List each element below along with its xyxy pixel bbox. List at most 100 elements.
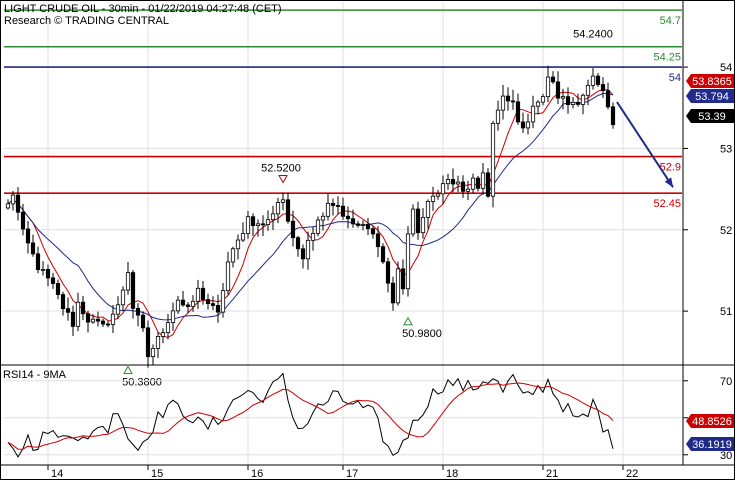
- candle-body: [200, 287, 206, 300]
- candle-body: [450, 179, 456, 185]
- candle-body: [205, 299, 211, 305]
- candle-body: [565, 96, 571, 105]
- candle-body: [255, 223, 261, 227]
- candle-body: [125, 272, 131, 291]
- price-tag-label: 53.39: [698, 111, 726, 123]
- candle-body: [385, 261, 391, 284]
- candle-body: [535, 101, 541, 107]
- candle-body: [435, 193, 441, 197]
- price-tags: 53.8365 53.794 53.39: [686, 74, 734, 123]
- candle-body: [170, 310, 176, 323]
- rsi-tag-label: 36.1919: [692, 439, 732, 451]
- candle-body: [270, 213, 276, 221]
- candle-body: [525, 121, 531, 129]
- chart-subtitle: Research © TRADING CENTRAL: [4, 15, 169, 27]
- candle-body: [75, 301, 81, 327]
- candle-body: [370, 228, 376, 235]
- candle-body: [210, 303, 216, 306]
- candle-body: [375, 233, 381, 248]
- candle-body: [25, 228, 31, 244]
- candle-body: [240, 233, 246, 241]
- price-tag-box: [686, 89, 734, 103]
- rsi-tags: 48.8526 36.1919: [686, 414, 734, 451]
- candle-body: [400, 268, 406, 290]
- candle-body: [265, 219, 271, 226]
- level-label: 52.45: [653, 198, 681, 210]
- candle-body: [425, 201, 431, 218]
- candle-body: [10, 194, 16, 205]
- candle-body: [420, 216, 426, 234]
- candle-body: [380, 246, 386, 263]
- rsi-tag-box: [686, 437, 734, 451]
- candle-body: [295, 237, 301, 250]
- candle-body: [495, 109, 501, 124]
- candle-body: [335, 205, 341, 207]
- candle-body: [305, 239, 311, 260]
- price-panel: 54.7 54.25 54 52.9 52.45 54.2400 52.5200 50.98…: [2, 2, 734, 464]
- time-tick-label: 22: [626, 468, 638, 480]
- candle-body: [360, 223, 366, 226]
- candle-body: [90, 318, 96, 323]
- candle-body: [505, 95, 511, 102]
- candles: [5, 65, 616, 368]
- candle-body: [475, 177, 481, 189]
- down-triangle-marker: [278, 174, 288, 184]
- rsi-tag-box: [686, 414, 734, 428]
- ma-slow-line: [7, 93, 614, 321]
- price-tag-label: 53.8365: [692, 76, 732, 88]
- rsi-ma-line: [7, 382, 614, 450]
- candle-body: [570, 101, 576, 105]
- candle-body: [430, 195, 436, 202]
- candle-body: [300, 248, 306, 260]
- candle-body: [340, 205, 346, 217]
- candle-body: [40, 269, 46, 271]
- candle-body: [50, 277, 56, 284]
- candle-body: [460, 181, 466, 192]
- candle-body: [215, 305, 221, 313]
- annotation-label: 54.2400: [573, 29, 613, 41]
- candle-body: [65, 308, 71, 313]
- price-axis: 54 53 52 51: [683, 62, 732, 318]
- rsi-tick-label: 70: [720, 376, 732, 388]
- candle-body: [350, 218, 356, 225]
- candle-body: [365, 223, 371, 230]
- rsi-lines: [7, 372, 614, 458]
- level-label: 54.25: [653, 52, 681, 64]
- moving-averages: [7, 88, 614, 338]
- candle-body: [235, 239, 241, 250]
- candle-body: [515, 101, 521, 123]
- candle-body: [465, 188, 471, 192]
- time-tick-label: 18: [446, 468, 458, 480]
- candle-body: [60, 294, 66, 310]
- level-label: 52.9: [660, 162, 681, 174]
- chart-title: LIGHT CRUDE OIL - 30min - 01/22/2019 04:…: [4, 3, 282, 15]
- candle-body: [290, 220, 296, 239]
- up-triangle-marker: [403, 316, 413, 326]
- candle-body: [470, 177, 476, 190]
- price-tick-label: 51: [720, 306, 732, 318]
- price-tag-box: [686, 74, 734, 88]
- time-tick-label: 16: [251, 468, 263, 480]
- price-tick-label: 54: [720, 62, 732, 74]
- level-label: 54.7: [660, 15, 681, 27]
- candle-body: [100, 320, 106, 325]
- candle-body: [145, 327, 151, 358]
- candle-body: [405, 233, 411, 290]
- price-levels: 54.7 54.25 54 52.9 52.45: [4, 9, 682, 210]
- candle-body: [325, 202, 331, 217]
- candle-body: [320, 215, 326, 221]
- candle-body: [20, 211, 26, 230]
- candle-body: [590, 75, 596, 86]
- time-tick-label: 15: [151, 468, 163, 480]
- candle-body: [445, 179, 451, 185]
- candle-body: [150, 348, 156, 358]
- annotation-label: 50.9800: [402, 328, 442, 340]
- candle-body: [95, 318, 101, 322]
- candle-body: [500, 95, 506, 111]
- candle-body: [550, 76, 556, 83]
- candle-body: [310, 232, 316, 241]
- candle-body: [540, 96, 546, 103]
- candle-body: [440, 183, 446, 195]
